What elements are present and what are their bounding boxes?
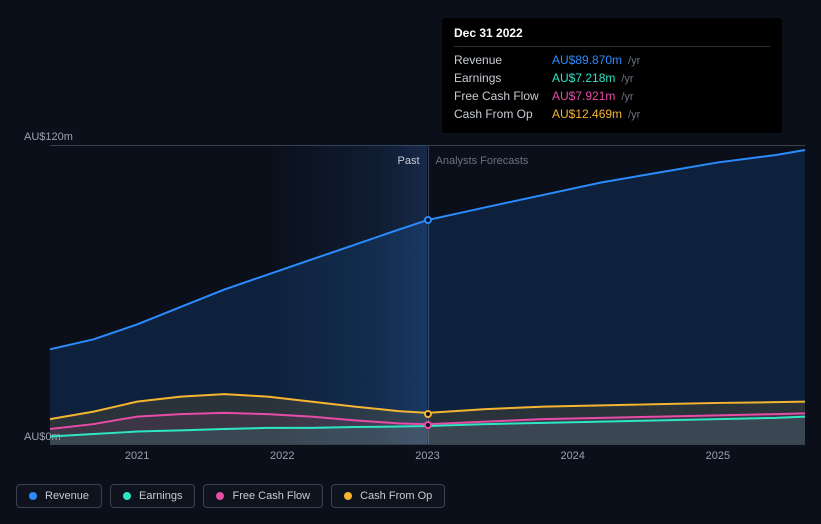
tooltip-row-value: AU$89.870m xyxy=(552,53,622,67)
tooltip-row-unit: /yr xyxy=(621,73,633,85)
tooltip-rows: Revenue AU$89.870m/yr Earnings AU$7.218m/yr… xyxy=(454,51,770,123)
legend-item-fcf[interactable]: Free Cash Flow xyxy=(203,484,323,508)
tooltip-row-revenue: Revenue AU$89.870m/yr xyxy=(454,51,770,69)
financial-forecast-chart: AU$120mAU$0m Past Analysts Forecasts 202… xyxy=(16,0,805,524)
x-tick-label: 2024 xyxy=(560,450,584,462)
x-axis-labels: 2021 2022 2023 2024 2025 xyxy=(50,450,805,470)
hover-tooltip: Dec 31 2022 RevenueAU$89.870m/yrEarnings… xyxy=(442,18,782,133)
legend-label: Free Cash Flow xyxy=(232,490,310,502)
tooltip-row-fcf: Free Cash Flow AU$7.921m/yr xyxy=(454,87,770,105)
tooltip-row-value: AU$12.469m xyxy=(552,107,622,121)
legend-label: Cash From Op xyxy=(360,490,432,502)
legend-label: Earnings xyxy=(139,490,182,502)
tooltip-row-label: Cash From Op xyxy=(454,107,546,121)
legend-dot-icon xyxy=(123,492,131,500)
tooltip-row-label: Free Cash Flow xyxy=(454,89,546,103)
x-tick-label: 2021 xyxy=(125,450,149,462)
plot-area[interactable]: Past Analysts Forecasts xyxy=(50,145,805,445)
tooltip-row-earnings: Earnings AU$7.218m/yr xyxy=(454,69,770,87)
legend-label: Revenue xyxy=(45,490,89,502)
tooltip-row-unit: /yr xyxy=(621,91,633,103)
tooltip-row-cfo: Cash From Op AU$12.469m/yr xyxy=(454,105,770,123)
legend-item-earnings[interactable]: Earnings xyxy=(110,484,195,508)
x-tick-label: 2022 xyxy=(270,450,294,462)
legend-item-revenue[interactable]: Revenue xyxy=(16,484,102,508)
fcf-marker xyxy=(424,421,432,429)
tooltip-row-unit: /yr xyxy=(628,109,640,121)
legend-dot-icon xyxy=(216,492,224,500)
y-tick-label: AU$120m xyxy=(24,131,73,143)
legend-dot-icon xyxy=(344,492,352,500)
legend-item-cfo[interactable]: Cash From Op xyxy=(331,484,445,508)
legend: Revenue Earnings Free Cash Flow Cash From O… xyxy=(16,484,445,508)
chart-svg xyxy=(50,145,805,444)
legend-dot-icon xyxy=(29,492,37,500)
revenue-marker xyxy=(424,216,432,224)
cfo-marker xyxy=(424,410,432,418)
tooltip-row-value: AU$7.921m xyxy=(552,89,615,103)
tooltip-row-unit: /yr xyxy=(628,55,640,67)
x-tick-label: 2025 xyxy=(706,450,730,462)
tooltip-date: Dec 31 2022 xyxy=(454,26,770,47)
tooltip-row-label: Earnings xyxy=(454,71,546,85)
tooltip-row-value: AU$7.218m xyxy=(552,71,615,85)
tooltip-row-label: Revenue xyxy=(454,53,546,67)
x-tick-label: 2023 xyxy=(415,450,439,462)
